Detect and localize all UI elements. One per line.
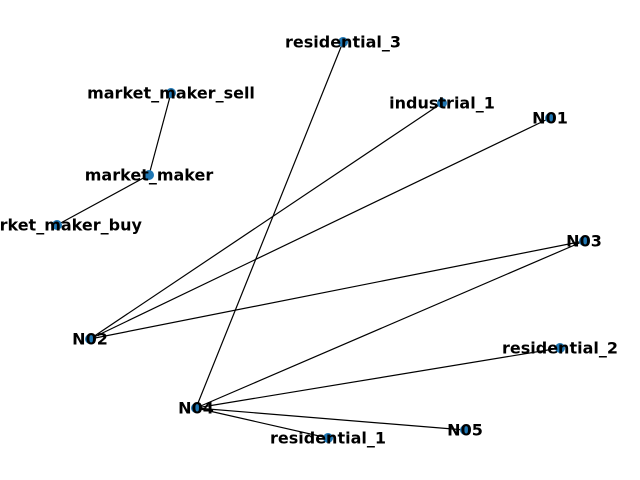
node-market_maker_buy — [52, 220, 62, 230]
node-N05 — [460, 425, 470, 435]
node-label-N05: N05 — [447, 421, 483, 440]
node-label-market_maker_buy: market_maker_buy — [0, 216, 142, 235]
edge-residential_2-N04 — [195, 347, 561, 409]
node-label-N04: N04 — [178, 399, 214, 418]
edge-N04-residential_1 — [195, 407, 329, 439]
node-N04 — [191, 403, 201, 413]
node-industrial_1 — [437, 98, 447, 108]
edge-N04-N05 — [195, 407, 466, 431]
node-label-market_maker_sell: market_maker_sell — [87, 84, 255, 103]
node-label-residential_3: residential_3 — [285, 33, 401, 52]
node-residential_1 — [323, 433, 333, 443]
node-market_maker_sell — [166, 88, 176, 98]
edge-market_maker_sell-market_maker — [148, 92, 172, 176]
node-label-market_maker: market_maker — [85, 166, 214, 185]
labels-layer: residential_3 market_maker_sell industrial… — [0, 33, 618, 448]
node-N03 — [579, 236, 589, 246]
node-label-N03: N03 — [566, 232, 602, 251]
edge-N01-N02 — [89, 117, 551, 340]
node-N02 — [85, 334, 95, 344]
node-label-residential_2: residential_2 — [502, 339, 618, 358]
node-residential_3 — [338, 37, 348, 47]
node-N01 — [545, 113, 555, 123]
node-label-N01: N01 — [532, 109, 568, 128]
node-label-residential_1: residential_1 — [270, 429, 386, 448]
edge-N03-N02 — [89, 240, 585, 340]
edge-market_maker-market_maker_buy — [56, 174, 150, 226]
node-market_maker — [144, 170, 154, 180]
edges-layer — [56, 41, 585, 439]
nodes-layer — [52, 37, 589, 443]
edge-residential_3-N04 — [195, 41, 344, 409]
node-residential_2 — [555, 343, 565, 353]
node-label-industrial_1: industrial_1 — [389, 94, 495, 113]
edge-industrial_1-N02 — [89, 102, 443, 340]
edge-N03-N04 — [195, 240, 585, 409]
node-label-N02: N02 — [72, 330, 108, 349]
